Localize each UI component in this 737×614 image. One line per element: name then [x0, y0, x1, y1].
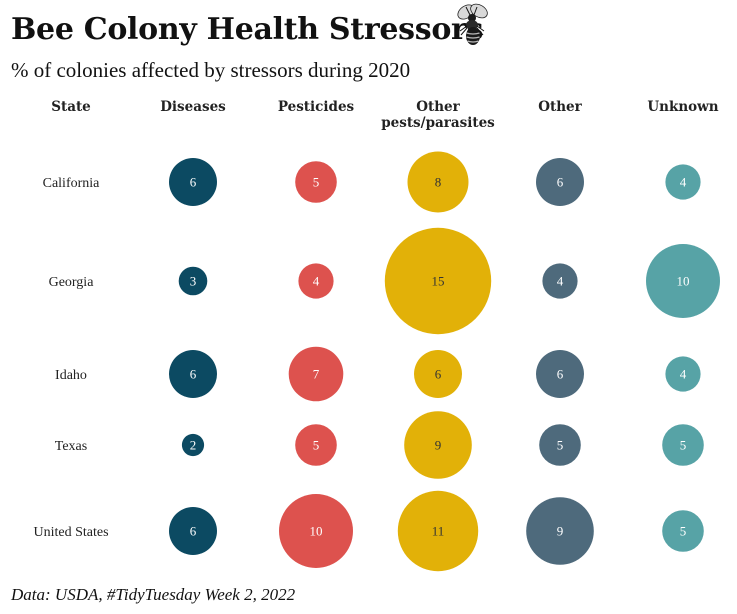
- data-source-caption: Data: USDA, #TidyTuesday Week 2, 2022: [11, 585, 296, 604]
- bubble-value-label: 10: [310, 524, 323, 539]
- chart-title: Bee Colony Health Stressors: [11, 12, 484, 47]
- bubble-value-label: 10: [677, 274, 690, 289]
- column-header: Diseases: [160, 99, 226, 115]
- bubble-value-label: 5: [313, 438, 320, 453]
- bubble-value-label: 7: [313, 367, 320, 382]
- bubble: [295, 161, 337, 203]
- bubble-value-label: 2: [190, 438, 197, 453]
- bubble: [414, 350, 462, 398]
- row-label: Texas: [55, 439, 87, 454]
- bubble-value-label: 9: [435, 438, 442, 453]
- bubble-value-label: 15: [432, 274, 445, 289]
- bubble-value-label: 5: [680, 524, 687, 539]
- bubble: [407, 151, 469, 213]
- bubble-value-label: 4: [680, 175, 687, 190]
- bubble-value-label: 5: [680, 438, 687, 453]
- bubble: [542, 263, 578, 299]
- bubble: [288, 346, 344, 402]
- bubble: [536, 158, 584, 206]
- bubble: [662, 424, 704, 466]
- bubble-value-label: 4: [680, 367, 687, 382]
- bubble: [169, 507, 217, 555]
- bubble-value-label: 6: [190, 524, 197, 539]
- row-label: United States: [33, 525, 108, 540]
- chart-subtitle: % of colonies affected by stressors duri…: [11, 58, 411, 82]
- bubble-value-label: 4: [313, 274, 320, 289]
- bubble-value-label: 11: [432, 524, 445, 539]
- bubble-value-label: 9: [557, 524, 564, 539]
- bubble: [526, 497, 594, 565]
- bubble: [665, 356, 701, 392]
- bubble-value-label: 5: [557, 438, 564, 453]
- bubble-value-label: 5: [313, 175, 320, 190]
- bubble: [397, 490, 479, 572]
- bubble: [298, 263, 334, 299]
- bubble: [279, 494, 353, 568]
- bubble-value-label: 6: [190, 175, 197, 190]
- column-header: Other pests/parasites: [381, 99, 495, 131]
- bubble: [178, 266, 208, 296]
- bubble-value-label: 6: [557, 175, 564, 190]
- column-header-state: State: [51, 99, 91, 115]
- bubble-value-label: 6: [557, 367, 564, 382]
- column-header: Other: [538, 99, 582, 115]
- bubble: [181, 433, 205, 457]
- row-label: Georgia: [49, 275, 95, 290]
- bubble-value-label: 3: [190, 274, 197, 289]
- bubble-value-label: 6: [190, 367, 197, 382]
- bubble: [662, 510, 704, 552]
- bee-icon: [457, 3, 488, 45]
- bubble: [646, 244, 720, 318]
- column-header: Unknown: [647, 99, 718, 115]
- bubble: [169, 350, 217, 398]
- bubble: [169, 158, 217, 206]
- bubble-value-label: 8: [435, 175, 442, 190]
- bubble-value-label: 4: [557, 274, 564, 289]
- bubble: [295, 424, 337, 466]
- row-label: Idaho: [55, 368, 87, 383]
- row-label: California: [43, 176, 101, 191]
- bubble: [384, 227, 492, 335]
- bubble: [539, 424, 581, 466]
- bubble-value-label: 6: [435, 367, 442, 382]
- bubble: [536, 350, 584, 398]
- bubble: [404, 411, 472, 479]
- column-header: Pesticides: [278, 99, 355, 115]
- bubble: [665, 164, 701, 200]
